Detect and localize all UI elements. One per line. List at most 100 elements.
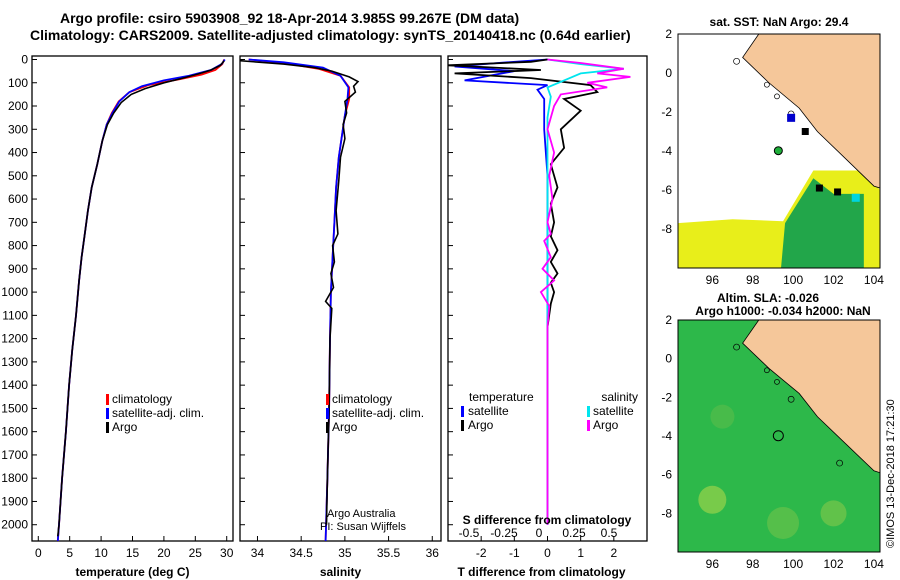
sla-island: [733, 343, 740, 351]
difference-s-tick-label: -0.5: [459, 526, 480, 540]
temperature-series-satellite-adj-clim-: [56, 58, 226, 542]
salinity-series-climatology: [248, 58, 351, 542]
sla-anomaly-blob: [767, 507, 800, 539]
sst-data-cell: [787, 113, 796, 122]
temperature-ytick-label: 1500: [1, 401, 28, 415]
difference-series-s-satellite: [546, 58, 624, 525]
temperature-ytick-label: 100: [8, 76, 28, 90]
sla-island: [836, 459, 843, 467]
legend-label: satellite: [593, 404, 634, 418]
difference-xtick-label: 1: [577, 546, 584, 560]
salinity-xtick-label: 36: [426, 546, 440, 560]
difference-xlabel: T difference from climatology: [457, 565, 625, 579]
difference-xtick-label: 0: [544, 546, 551, 560]
temperature-ytick-label: 600: [8, 192, 28, 206]
salinity-series-satellite-adj-clim-: [248, 58, 350, 542]
temperature-series-argo: [57, 60, 225, 537]
sla-ytick-label: -8: [661, 506, 672, 520]
sla-ytick-label: 2: [665, 313, 672, 327]
temperature-ytick-label: 700: [8, 215, 28, 229]
imos-timestamp: ©IMOS 13-Dec-2018 17:21:30: [885, 399, 897, 548]
sla-anomaly-blob: [820, 500, 847, 527]
temperature-ytick-label: 1800: [1, 471, 28, 485]
temperature-ytick-label: 500: [8, 169, 28, 183]
sst-data-cell: [815, 184, 823, 192]
temperature-xtick-label: 20: [157, 546, 171, 560]
temperature-ytick-label: 200: [8, 99, 28, 113]
difference-legend-title-right: salinity: [601, 390, 638, 404]
temperature-xtick-label: 25: [189, 546, 203, 560]
difference-series-s-argo: [539, 58, 631, 525]
sla-xtick-label: 102: [824, 557, 844, 571]
temperature-xtick-label: 15: [126, 546, 140, 560]
legend-swatch: [587, 420, 590, 431]
legend-label: satellite-adj. clim.: [332, 406, 424, 420]
sst-xtick-label: 98: [746, 273, 760, 287]
temperature-xtick-label: 5: [66, 546, 73, 560]
temperature-ytick-label: 1600: [1, 425, 28, 439]
sst-xtick-label: 102: [824, 273, 844, 287]
sla-ytick-label: -6: [661, 468, 672, 482]
temperature-ytick-label: 1900: [1, 494, 28, 508]
legend-label: satellite-adj. clim.: [112, 406, 204, 420]
temperature-ytick-label: 1100: [2, 308, 28, 322]
temperature-ytick-label: 800: [8, 239, 28, 253]
temperature-ytick-label: 1000: [1, 285, 28, 299]
difference-s-tick-label: 0: [536, 526, 543, 540]
sla-island: [774, 379, 780, 385]
temperature-xtick-label: 10: [94, 546, 108, 560]
sst-xtick-label: 100: [783, 273, 803, 287]
sst-ytick-label: -2: [661, 105, 672, 119]
difference-s-tick-label: 0.25: [562, 526, 586, 540]
salinity-xtick-label: 34: [251, 546, 265, 560]
temperature-xtick-label: 30: [220, 546, 234, 560]
sla-xtick-label: 100: [783, 557, 803, 571]
legend-swatch: [461, 420, 464, 431]
temperature-ytick-label: 0: [21, 52, 28, 66]
sst-ytick-label: 2: [665, 27, 672, 41]
salinity-xtick-label: 34.5: [289, 546, 313, 560]
legend-swatch: [587, 406, 590, 417]
salinity-xtick-label: 35: [338, 546, 352, 560]
salinity-frame: [239, 55, 442, 542]
difference-s-tick-label: 0.5: [601, 526, 618, 540]
temperature-series-climatology: [56, 59, 226, 542]
sst-data-cell: [834, 188, 842, 196]
sst-xtick-label: 104: [864, 273, 884, 287]
difference-s-axis-label: S difference from climatology: [463, 513, 632, 527]
temperature-ytick-label: 1400: [1, 378, 28, 392]
salinity-series-argo: [239, 59, 360, 525]
sla-ytick-label: -2: [661, 390, 672, 404]
salinity-xlabel: salinity: [320, 565, 362, 579]
sst-ytick-label: 0: [665, 66, 672, 80]
difference-series-t-argo: [447, 58, 600, 525]
sst-ytick-label: -6: [661, 183, 672, 197]
temperature-ytick-label: 300: [8, 122, 28, 136]
sst-island: [764, 81, 770, 88]
sst-map-title: sat. SST: NaN Argo: 29.4: [710, 15, 849, 29]
figure-title-line2: Climatology: CARS2009. Satellite-adjuste…: [30, 27, 631, 43]
sla-xtick-label: 98: [746, 557, 760, 571]
legend-swatch: [326, 394, 329, 405]
figure-title-line1: Argo profile: csiro 5903908_92 18-Apr-20…: [60, 10, 519, 26]
sla-xtick-label: 96: [706, 557, 720, 571]
sst-data-cell: [851, 193, 860, 202]
sst-ytick-label: -8: [661, 222, 672, 236]
temperature-ytick-label: 1700: [1, 448, 28, 462]
temperature-ytick-label: 2000: [1, 518, 28, 532]
sla-map-title-line1: Altim. SLA: -0.026: [717, 291, 819, 305]
legend-label: satellite: [468, 404, 509, 418]
sla-map-title-line2: Argo h1000: -0.034 h2000: NaN: [695, 304, 870, 318]
sst-island: [733, 57, 740, 65]
sla-anomaly-blob: [710, 404, 735, 429]
legend-swatch: [461, 406, 464, 417]
sla-island: [787, 395, 795, 403]
legend-swatch: [106, 394, 109, 405]
sla-xtick-label: 104: [864, 557, 884, 571]
legend-label: Argo: [593, 418, 619, 432]
sla-island: [764, 367, 770, 374]
sla-ytick-label: 0: [665, 352, 672, 366]
sst-xtick-label: 96: [706, 273, 720, 287]
